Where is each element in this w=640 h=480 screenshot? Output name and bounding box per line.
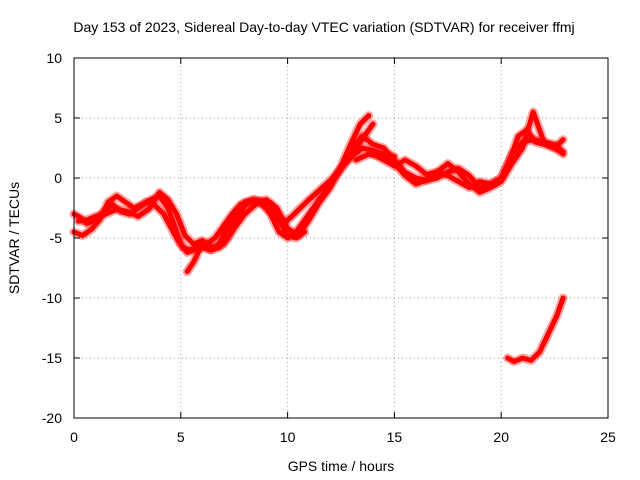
series-halo-track-g (368, 107, 568, 197)
series-halo-track-e (347, 131, 568, 193)
y-tick-label: 0 (54, 170, 62, 186)
y-tick-label: -5 (50, 230, 63, 246)
chart-title: Day 153 of 2023, Sidereal Day-to-day VTE… (73, 19, 574, 35)
series-halo-track-f (351, 125, 568, 193)
ticks: 0 5 10 15 20 25 -20 -15 -10 -5 0 5 10 (42, 50, 616, 445)
y-tick-label: -10 (42, 290, 62, 306)
x-tick-label: 0 (70, 429, 78, 445)
y-tick-label: 10 (46, 50, 62, 66)
x-tick-label: 20 (493, 429, 509, 445)
series-halo-track-d (182, 195, 310, 277)
x-tick-label: 25 (600, 429, 616, 445)
x-axis-label: GPS time / hours (288, 458, 395, 474)
y-tick-label: -20 (42, 410, 62, 426)
series-line-track-d (184, 197, 308, 275)
y-tick-label: -15 (42, 350, 62, 366)
x-tick-label: 5 (177, 429, 185, 445)
x-tick-label: 15 (387, 429, 403, 445)
series-layer (69, 107, 568, 367)
series-line-track-f (353, 127, 566, 191)
y-axis-label: SDTVAR / TECUs (6, 182, 22, 294)
series-halo-track-h (503, 293, 568, 367)
series-line-track-e (349, 133, 566, 191)
series-line-track-g (370, 109, 566, 195)
x-tick-label: 10 (280, 429, 296, 445)
series-line-track-h (505, 295, 566, 365)
y-tick-label: 5 (54, 110, 62, 126)
